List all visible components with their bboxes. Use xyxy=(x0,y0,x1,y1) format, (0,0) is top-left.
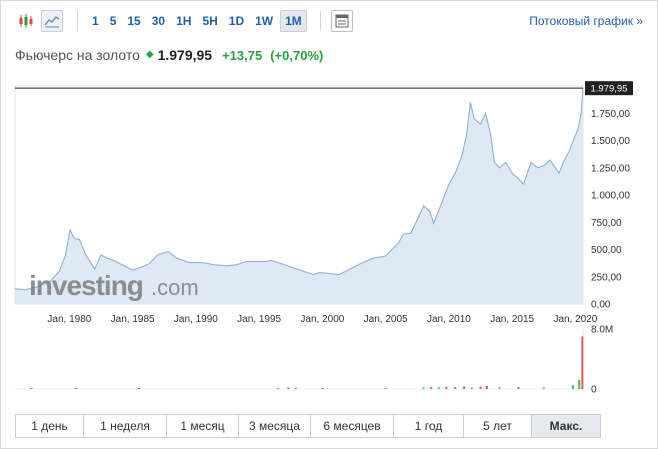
volume-bar xyxy=(437,387,440,389)
instrument-name: Фьючерс на золото xyxy=(15,47,140,63)
period-selector: 1 день 1 неделя 1 месяц 3 месяца 6 месяцев 1 … xyxy=(15,414,601,438)
y-tick-label: 1.000,00 xyxy=(591,191,630,202)
volume-bar xyxy=(470,387,473,389)
interval-button-1h[interactable]: 1H xyxy=(176,14,192,28)
volume-tick-label: 0 xyxy=(591,385,597,396)
investing-logo-suffix: .com xyxy=(151,275,199,300)
chart-toolbar: 1 5 15 30 1H 5H 1D 1W 1M xyxy=(15,9,357,33)
volume-bar xyxy=(581,336,584,389)
interval-button-1d[interactable]: 1D xyxy=(228,14,245,28)
interval-button-1m[interactable]: 1M xyxy=(280,10,307,32)
price-line xyxy=(14,88,584,291)
interval-button-1[interactable]: 1 xyxy=(92,14,99,28)
up-triangle-icon: ◆ xyxy=(145,49,154,60)
y-tick-label: 250,00 xyxy=(591,272,622,283)
volume-tick-label: 8.0M xyxy=(591,325,613,336)
last-price-label: 1.979,95 xyxy=(591,84,628,95)
period-button-3[interactable]: 3 месяца xyxy=(239,415,311,437)
instrument-header: Фьючерс на золото ◆ 1.979,95 +13,75 (+0,… xyxy=(15,47,331,63)
volume-bar xyxy=(74,388,77,389)
volume-bar xyxy=(384,387,387,389)
toolbar-divider xyxy=(77,11,78,31)
x-tick-label: Jan, 2020 xyxy=(553,314,597,325)
volume-bar xyxy=(479,386,482,389)
volume-bar xyxy=(137,388,140,389)
y-tick-label: 750,00 xyxy=(591,218,622,229)
investing-logo: investing xyxy=(29,270,143,301)
period-button-7[interactable]: Макс. xyxy=(532,415,600,437)
y-tick-label: 1.500,00 xyxy=(591,136,630,147)
last-price-badge xyxy=(585,81,633,96)
volume-bar xyxy=(517,387,520,389)
period-button-0[interactable]: 1 день xyxy=(16,415,84,437)
y-tick-label: 500,00 xyxy=(591,245,622,256)
price-change-percent: (+0,70%) xyxy=(270,48,324,63)
price-chart[interactable]: 1.979,95 0,00 250,00 500,00 750,00 1.000,00 1.… xyxy=(1,75,658,411)
toolbar-divider xyxy=(319,11,321,31)
interval-button-30[interactable]: 30 xyxy=(151,14,166,28)
volume-bar xyxy=(485,386,488,389)
volume-bar xyxy=(30,387,33,389)
x-tick-label: Jan, 2000 xyxy=(300,314,344,325)
volume-bar xyxy=(542,387,545,389)
interval-button-15[interactable]: 15 xyxy=(127,14,141,28)
volume-bar xyxy=(463,386,466,389)
volume-bar xyxy=(578,380,581,389)
x-tick-label: Jan, 2005 xyxy=(364,314,408,325)
x-tick-label: Jan, 2015 xyxy=(490,314,534,325)
volume-bar xyxy=(294,387,297,389)
volume-bar xyxy=(430,387,433,389)
interval-button-5h[interactable]: 5H xyxy=(202,14,218,28)
streaming-chart-link[interactable]: Потоковый график » xyxy=(529,14,643,28)
x-tick-label: Jan, 1980 xyxy=(47,314,91,325)
period-button-6[interactable]: 5 лет xyxy=(464,415,532,437)
interval-button-1w[interactable]: 1W xyxy=(255,14,274,28)
last-price: 1.979,95 xyxy=(157,47,213,63)
x-tick-label: Jan, 2010 xyxy=(427,314,471,325)
area-chart-icon[interactable] xyxy=(41,10,63,32)
volume-bar xyxy=(287,387,290,389)
y-tick-label: 1.750,00 xyxy=(591,109,630,120)
volume-bar xyxy=(498,387,501,389)
table-icon[interactable] xyxy=(330,10,353,32)
x-tick-label: Jan, 1985 xyxy=(111,314,155,325)
period-button-1[interactable]: 1 неделя xyxy=(84,415,167,437)
interval-button-5[interactable]: 5 xyxy=(109,14,117,28)
x-tick-label: Jan, 1995 xyxy=(237,314,281,325)
period-button-5[interactable]: 1 год xyxy=(394,415,464,437)
volume-bar xyxy=(422,387,425,389)
volume-bar xyxy=(571,385,574,389)
volume-bar xyxy=(277,388,280,389)
y-tick-label: 0,00 xyxy=(591,300,611,311)
volume-bar xyxy=(454,387,457,389)
candlestick-icon[interactable] xyxy=(15,10,37,32)
y-tick-label: 1.250,00 xyxy=(591,163,630,174)
volume-bar xyxy=(321,388,324,389)
price-change: +13,75 xyxy=(222,48,263,63)
interval-buttons: 1 5 15 30 1H 5H 1D 1W 1M xyxy=(88,10,310,32)
period-button-4[interactable]: 6 месяцев xyxy=(311,415,394,437)
x-tick-label: Jan, 1990 xyxy=(174,314,218,325)
volume-bar xyxy=(445,386,448,389)
period-button-2[interactable]: 1 месяц xyxy=(167,415,239,437)
price-area xyxy=(15,88,583,304)
